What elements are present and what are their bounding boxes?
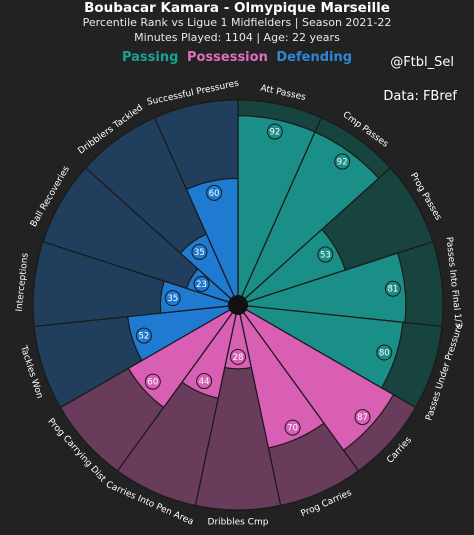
value-badge-att-passes xyxy=(266,123,283,140)
value-label-dribbles-cmp: 28 xyxy=(233,353,244,363)
value-label-prog-carries: 70 xyxy=(287,424,298,434)
value-label-dribblers-tackled: 35 xyxy=(194,248,205,258)
value-label-carries: 87 xyxy=(357,413,368,423)
value-badge-dribbles-cmp xyxy=(230,348,246,365)
value-label-successful-pressures: 60 xyxy=(209,189,220,199)
value-badge-carries xyxy=(354,409,371,426)
value-label-ball-recoveries: 23 xyxy=(196,280,207,290)
chart-subtitle: Percentile Rank vs Ligue 1 Midfielders |… xyxy=(82,16,392,29)
value-badge-prog-carries xyxy=(284,419,301,436)
legend-defending: Defending xyxy=(276,50,353,65)
value-badge-prog-passes xyxy=(317,246,334,263)
value-label-carries-into-pen-area: 44 xyxy=(199,377,210,387)
legend-possession: Possession xyxy=(186,50,268,65)
value-label-cmp-passes: 92 xyxy=(337,158,348,168)
chart-title: Boubacar Kamara - Olmypique Marseille xyxy=(84,0,390,16)
value-badge-prog-carrying-dist xyxy=(144,373,161,390)
value-badge-tackles-won xyxy=(135,327,152,344)
value-badge-interceptions xyxy=(164,290,181,307)
category-label-att-passes: Att Passes xyxy=(259,84,306,103)
value-badge-successful-pressures xyxy=(206,184,223,201)
center-hub xyxy=(228,295,248,315)
value-badge-ball-recoveries xyxy=(193,275,210,292)
data-source: Data: FBref xyxy=(383,89,457,104)
value-label-passes-under-pressure: 80 xyxy=(379,349,390,359)
value-label-tackles-won: 52 xyxy=(139,332,150,342)
category-label-dribbles-cmp: Dribbles Cmp xyxy=(208,518,269,528)
category-label-passes-into-final-1-3: Passes Into Final 1/3 xyxy=(444,236,463,328)
legend: Passing Possession Defending xyxy=(0,50,474,65)
category-label-interceptions: Interceptions xyxy=(15,252,31,312)
value-badge-cmp-passes xyxy=(334,153,351,170)
value-badge-carries-into-pen-area xyxy=(196,373,213,390)
value-badge-dribblers-tackled xyxy=(191,243,208,260)
player-info: Minutes Played: 1104 | Age: 22 years xyxy=(134,31,340,44)
value-label-interceptions: 35 xyxy=(167,294,178,304)
value-label-att-passes: 92 xyxy=(269,128,280,138)
value-badge-passes-under-pressure xyxy=(376,344,393,361)
legend-passing: Passing xyxy=(121,50,179,65)
value-label-prog-passes: 53 xyxy=(320,251,331,261)
author-handle: @Ftbl_Sel xyxy=(390,55,454,70)
slice-successful-pressures xyxy=(185,177,239,306)
value-label-passes-into-final-1-3: 81 xyxy=(387,285,398,295)
value-badge-passes-into-final-1-3 xyxy=(384,280,401,297)
value-label-prog-carrying-dist: 60 xyxy=(147,378,158,388)
